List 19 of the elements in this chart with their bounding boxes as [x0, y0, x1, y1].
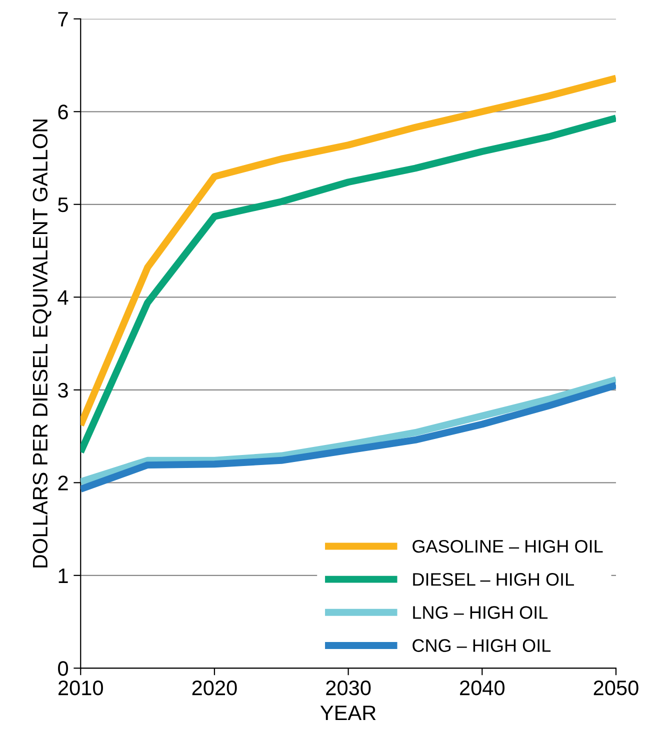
- y-tick-label: 0: [58, 661, 68, 676]
- legend-label: DIESEL – HIGH OIL: [413, 573, 574, 586]
- y-tick-label: 6: [58, 104, 68, 120]
- y-tick-label: 2: [58, 476, 68, 490]
- legend-label: LNG – HIGH OIL: [413, 606, 548, 619]
- legend-label: GASOLINE – HIGH OIL: [412, 540, 603, 553]
- x-tick-label: 2010: [58, 680, 103, 696]
- y-tick-label: 7: [58, 12, 68, 26]
- y-axis-title: DOLLARS PER DIESEL EQUIVALENT GALLON: [32, 120, 52, 568]
- y-tick-label: 5: [58, 198, 68, 212]
- y-tick-label: 4: [58, 290, 68, 305]
- x-tick-label: 2050: [594, 680, 638, 696]
- x-tick-label: 2030: [326, 680, 371, 696]
- x-tick-label: 2040: [460, 680, 504, 696]
- y-tick-label: 3: [58, 382, 68, 398]
- x-axis-title: YEAR: [320, 706, 376, 720]
- y-tick-label: 1: [58, 568, 68, 583]
- x-tick-label: 2020: [192, 680, 237, 696]
- legend-label: CNG – HIGH OIL: [412, 639, 551, 652]
